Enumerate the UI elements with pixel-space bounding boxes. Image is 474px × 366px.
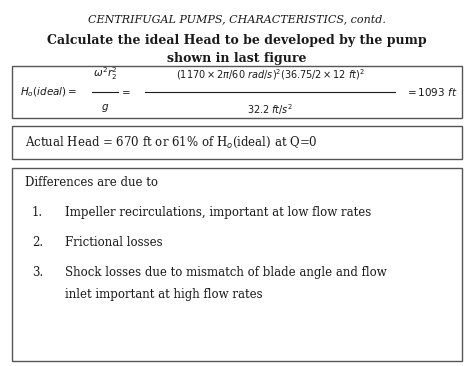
Text: Differences are due to: Differences are due to bbox=[25, 176, 158, 189]
Text: $32.2\ ft/s^2$: $32.2\ ft/s^2$ bbox=[247, 102, 293, 117]
Text: inlet important at high flow rates: inlet important at high flow rates bbox=[65, 288, 263, 301]
Text: $(1170\times2\pi/60\ rad/s)^2(36.75/2\times12\ ft)^2$: $(1170\times2\pi/60\ rad/s)^2(36.75/2\ti… bbox=[175, 67, 365, 82]
Text: Calculate the ideal Head to be developed by the pump: Calculate the ideal Head to be developed… bbox=[47, 34, 427, 47]
Text: shown in last figure: shown in last figure bbox=[167, 52, 307, 65]
Text: $g$: $g$ bbox=[101, 102, 109, 114]
Text: Frictional losses: Frictional losses bbox=[65, 236, 163, 249]
Text: $H_o(ideal) =$: $H_o(ideal) =$ bbox=[20, 85, 77, 99]
Bar bbox=[12, 168, 462, 361]
Text: CENTRIFUGAL PUMPS, CHARACTERISTICS, contd.: CENTRIFUGAL PUMPS, CHARACTERISTICS, cont… bbox=[88, 14, 386, 24]
Text: 1.: 1. bbox=[32, 206, 43, 219]
Text: 3.: 3. bbox=[32, 266, 43, 279]
Bar bbox=[12, 66, 462, 118]
Text: $\omega^2 r_2^2$: $\omega^2 r_2^2$ bbox=[92, 65, 118, 82]
Text: $=1093\ ft$: $=1093\ ft$ bbox=[405, 86, 457, 98]
Text: Actual Head = 670 ft or 61% of H$_o$(ideal) at Q=0: Actual Head = 670 ft or 61% of H$_o$(ide… bbox=[25, 135, 318, 150]
Text: Shock losses due to mismatch of blade angle and flow: Shock losses due to mismatch of blade an… bbox=[65, 266, 387, 279]
Text: Impeller recirculations, important at low flow rates: Impeller recirculations, important at lo… bbox=[65, 206, 371, 219]
Bar bbox=[12, 126, 462, 159]
Text: $=$: $=$ bbox=[119, 87, 131, 97]
Text: 2.: 2. bbox=[32, 236, 43, 249]
